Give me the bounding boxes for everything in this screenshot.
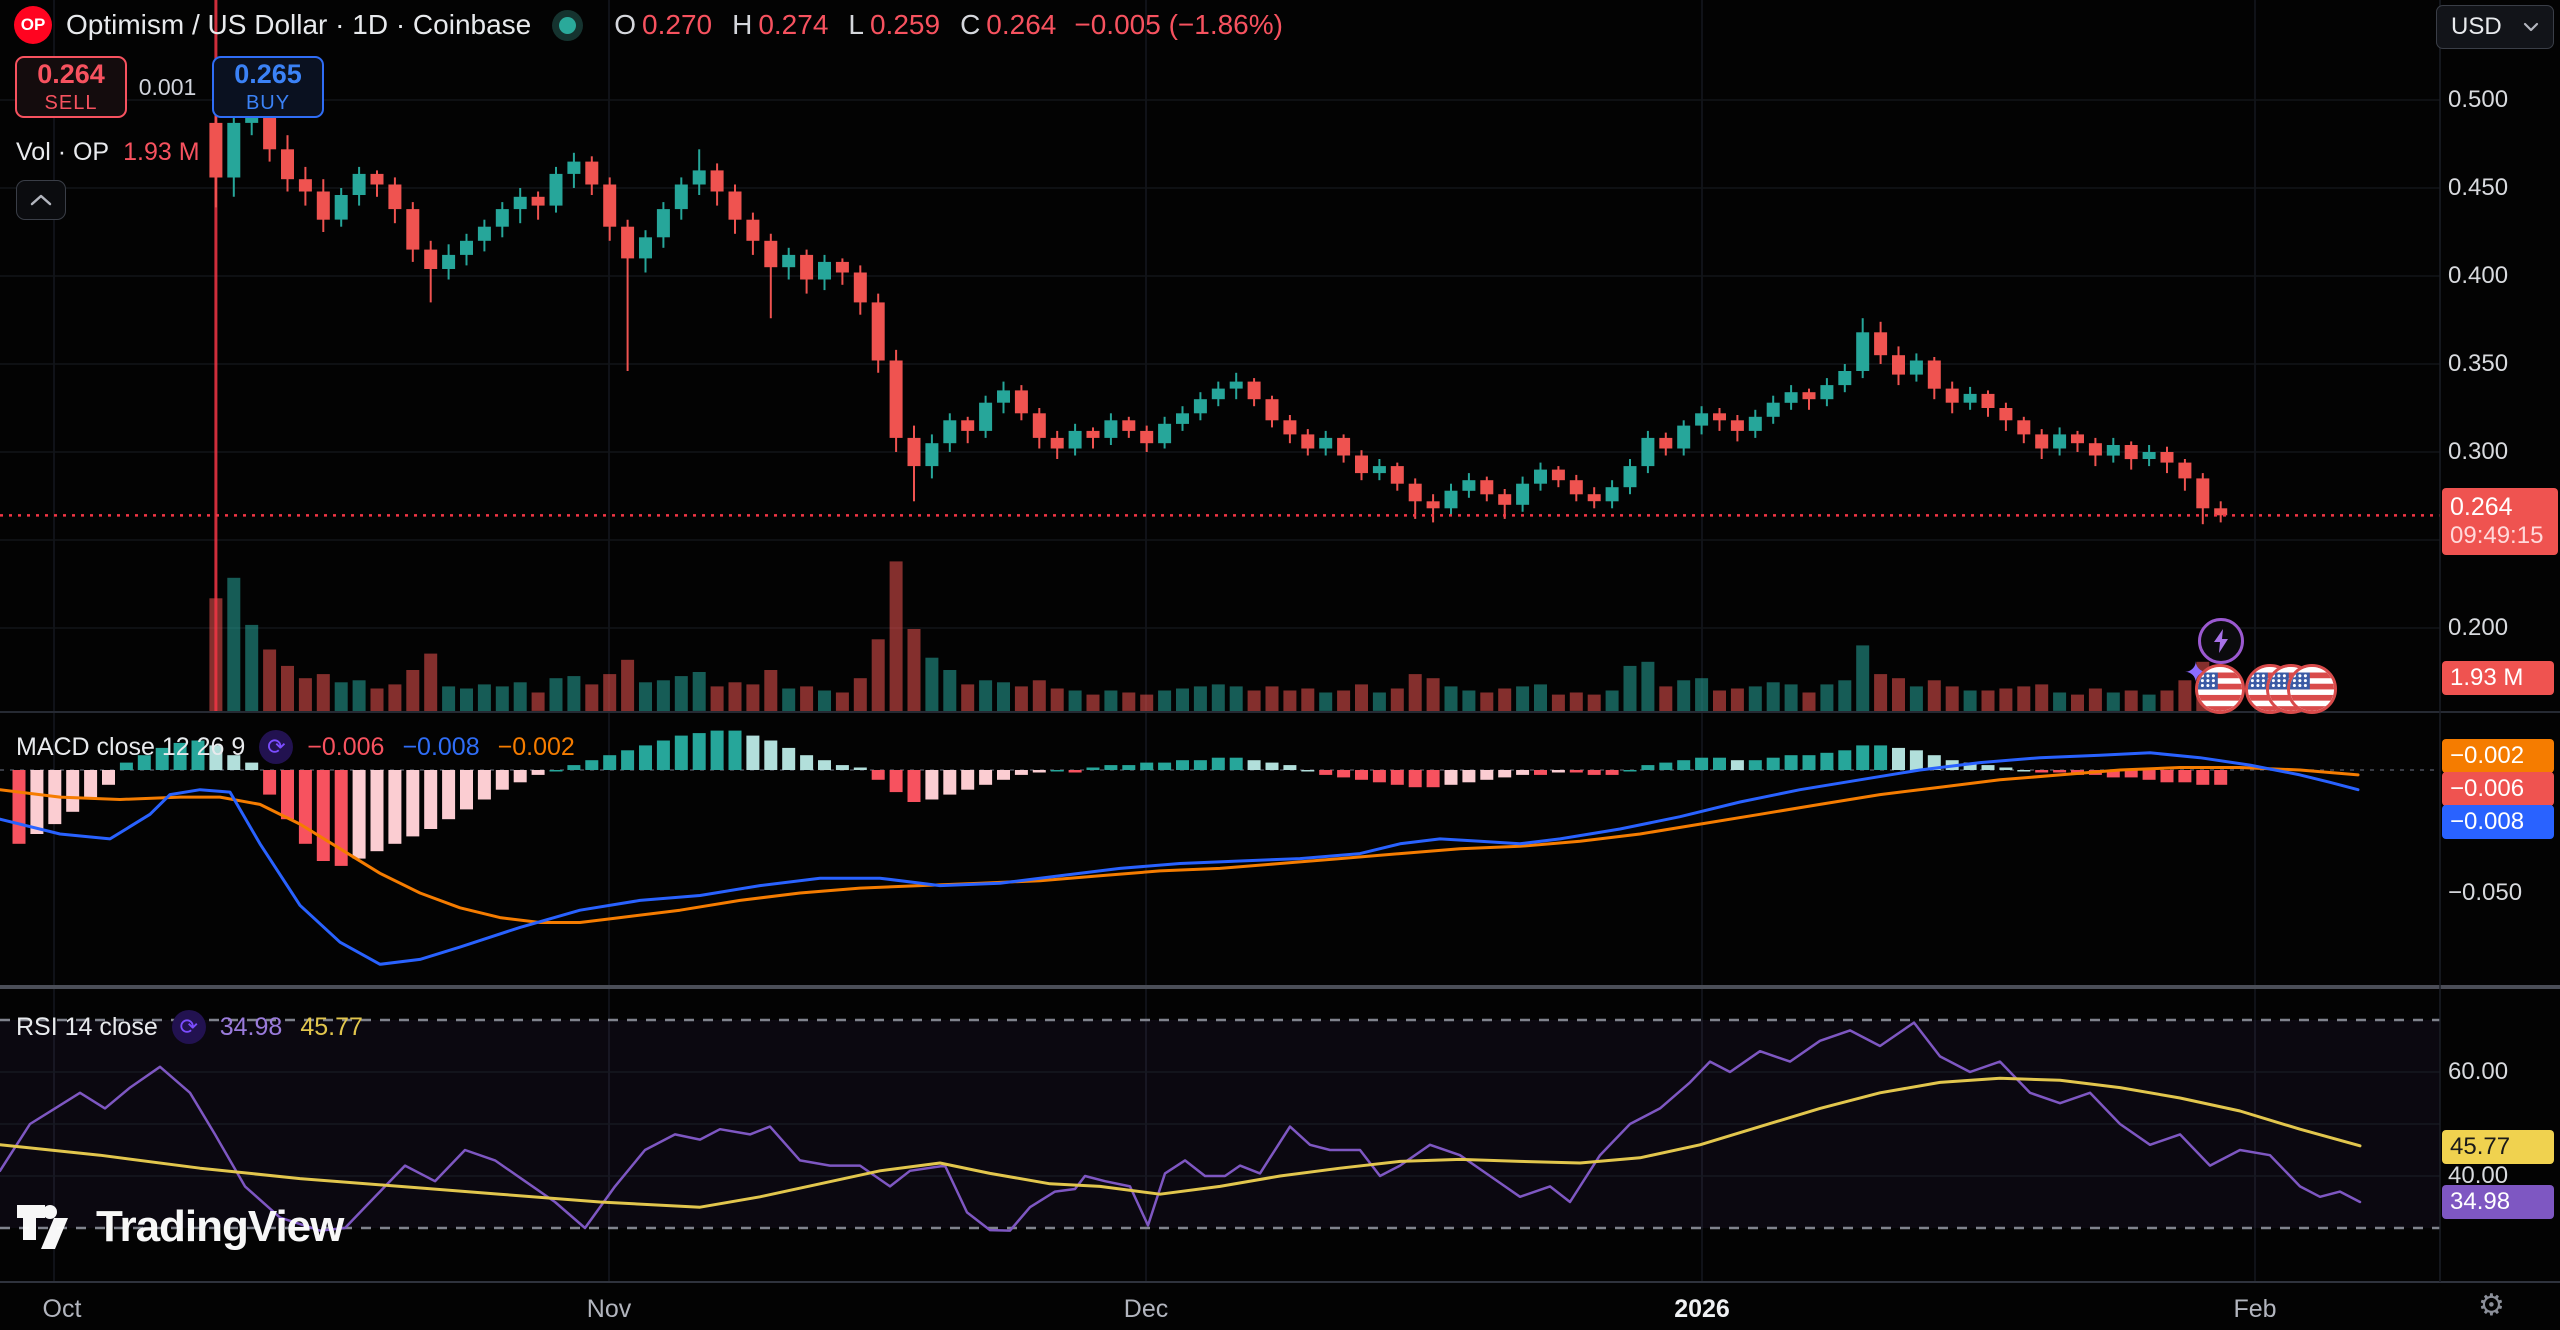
current-price-label: 0.264 09:49:15: [2442, 488, 2558, 555]
volume-axis-badge: 1.93 M: [2442, 661, 2554, 695]
ohlc-readout: O 0.270 H 0.274 L 0.259 C 0.264 −0.005 (−1.8…: [600, 9, 1283, 41]
bar-countdown: 09:49:15: [2450, 522, 2544, 549]
collapse-pane-button[interactable]: [16, 180, 66, 220]
rsi-axis-label: 40.00: [2448, 1162, 2509, 1189]
volume-legend: Vol · OP 1.93 M: [16, 138, 200, 167]
us-flag-icon: [2290, 667, 2334, 711]
refresh-icon[interactable]: ⟳: [171, 1010, 206, 1044]
price-axis-label: 0.300: [2448, 438, 2509, 465]
buy-price: 0.265: [234, 58, 302, 89]
us-flag-event-icon[interactable]: [2287, 664, 2337, 714]
volume-legend-value: 1.93 M: [123, 138, 200, 166]
rsi-value: 45.77: [300, 1012, 363, 1041]
volume-legend-label: Vol · OP: [16, 138, 110, 166]
price-axis-label: 0.450: [2448, 174, 2509, 201]
sell-price: 0.264: [37, 58, 105, 89]
open-label: O: [614, 9, 637, 40]
time-axis-label: Dec: [1123, 1295, 1169, 1323]
time-axis-label: Nov: [586, 1295, 632, 1323]
low-value: 0.259: [869, 9, 941, 40]
gear-icon[interactable]: ⚙: [2478, 1289, 2505, 1322]
us-flag-event-icon[interactable]: [2195, 664, 2245, 714]
change-value: −0.005 (−1.86%): [1074, 9, 1283, 40]
macd-legend-label: MACD close 12 26 9: [16, 732, 246, 761]
buy-button[interactable]: 0.265 BUY: [212, 56, 324, 118]
symbol-header: OP Optimism / US Dollar · 1D · Coinbase …: [14, 4, 1283, 46]
macd-legend-values: −0.006 −0.008 −0.002: [307, 733, 593, 762]
current-price-value: 0.264: [2450, 493, 2513, 521]
macd-axis-badge: −0.002: [2442, 739, 2554, 773]
chevron-up-icon: [30, 194, 52, 206]
macd-axis-badge: −0.006: [2442, 772, 2554, 806]
low-label: L: [848, 9, 864, 40]
macd-axis-label: −0.050: [2448, 879, 2523, 906]
macd-value: −0.002: [497, 732, 575, 761]
currency-dropdown[interactable]: USD: [2436, 5, 2554, 49]
chevron-down-icon: [2523, 22, 2539, 32]
price-axis-label: 0.400: [2448, 262, 2509, 289]
time-axis-label: 2026: [1674, 1295, 1730, 1323]
market-status-icon[interactable]: [559, 16, 577, 34]
rsi-value: 34.98: [219, 1012, 283, 1041]
symbol-title[interactable]: Optimism / US Dollar · 1D · Coinbase: [66, 9, 532, 40]
macd-axis-badge: −0.008: [2442, 805, 2554, 839]
close-value: 0.264: [986, 9, 1057, 40]
price-axis-label: 0.500: [2448, 86, 2509, 113]
time-axis-label: Oct: [42, 1295, 82, 1323]
close-label: C: [960, 9, 981, 40]
us-flag-icon: [2198, 667, 2242, 711]
lightning-event-icon[interactable]: [2198, 618, 2244, 664]
rsi-axis-label: 60.00: [2448, 1058, 2509, 1085]
tradingview-logo-icon: [17, 1205, 68, 1249]
price-axis-label: 0.350: [2448, 350, 2509, 377]
lightning-bolt-icon: [2214, 629, 2228, 653]
rsi-legend-values: 34.98 45.77: [220, 1013, 381, 1042]
sell-label: SELL: [44, 92, 98, 115]
refresh-icon[interactable]: ⟳: [259, 730, 294, 764]
sell-button[interactable]: 0.264 SELL: [15, 56, 127, 118]
rsi-legend-label: RSI 14 close: [16, 1012, 158, 1041]
high-value: 0.274: [758, 9, 829, 40]
time-axis-label: Feb: [2233, 1295, 2277, 1323]
open-value: 0.270: [642, 9, 713, 40]
op-logo-icon: OP: [14, 6, 52, 44]
buy-label: BUY: [245, 92, 291, 115]
currency-value: USD: [2451, 13, 2502, 40]
spread-value: 0.001: [138, 74, 197, 100]
price-axis-label: 0.200: [2448, 614, 2509, 641]
tradingview-watermark-text: TradingView: [96, 1202, 344, 1251]
macd-legend: MACD close 12 26 9 ⟳ −0.006 −0.008 −0.002: [16, 730, 593, 764]
rsi-axis-badge: 45.77: [2442, 1130, 2554, 1164]
macd-value: −0.008: [402, 732, 480, 761]
high-label: H: [732, 9, 753, 40]
macd-value: −0.006: [307, 732, 385, 761]
rsi-axis-badge: 34.98: [2442, 1185, 2554, 1219]
tradingview-watermark: TradingView: [16, 1202, 344, 1252]
rsi-legend: RSI 14 close ⟳ 34.98 45.77: [16, 1010, 381, 1044]
